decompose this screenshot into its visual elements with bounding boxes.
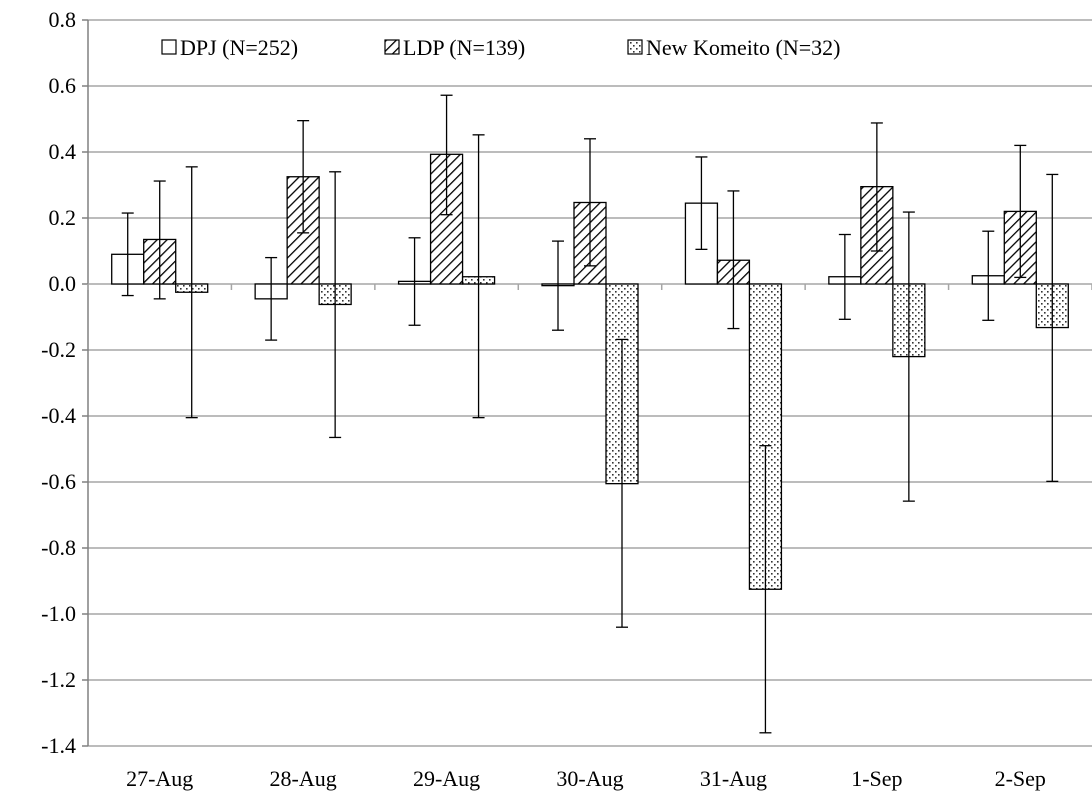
y-tick-label: 0.0 [49,271,77,296]
y-tick-label: -1.0 [41,601,76,626]
gridlines [88,19,1092,747]
y-tick-label: -0.8 [41,535,76,560]
x-category-label: 30-Aug [556,766,623,791]
x-axis: 27-Aug 28-Aug 29-Aug 30-Aug 31-Aug 1-Sep 2-Sep [87,283,1092,791]
y-tick-label: 0.6 [49,73,77,98]
y-tick-label: -1.4 [41,733,76,758]
legend-label: New Komeito (N=32) [646,35,840,60]
legend-swatch [161,39,177,55]
y-tick-label: 0.8 [49,7,77,32]
legend-label: DPJ (N=252) [180,35,298,60]
x-category-label: 1-Sep [851,766,902,791]
y-tick-label: -0.2 [41,337,76,362]
legend-swatch [627,39,643,55]
y-tick-label: -1.2 [41,667,76,692]
legend-swatch [384,39,400,55]
legend: DPJ (N=252) LDP (N=139) New Komeito (N=32) [150,30,850,66]
legend-background [150,30,850,66]
y-tick-label: 0.2 [49,205,77,230]
x-category-label: 31-Aug [700,766,767,791]
y-tick-label: -0.4 [41,403,76,428]
x-category-label: 2-Sep [995,766,1046,791]
legend-label: LDP (N=139) [403,35,525,60]
x-category-label: 28-Aug [270,766,337,791]
error-bars [121,94,1059,734]
x-category-label: 27-Aug [126,766,193,791]
y-tick-label: 0.4 [49,139,77,164]
y-tick-label: -0.6 [41,469,76,494]
y-axis: 0.8 0.6 0.4 0.2 0.0 -0.2 -0.4 -0.6 -0.8 -1.0 -1.2 -… [41,7,89,758]
x-category-label: 29-Aug [413,766,480,791]
